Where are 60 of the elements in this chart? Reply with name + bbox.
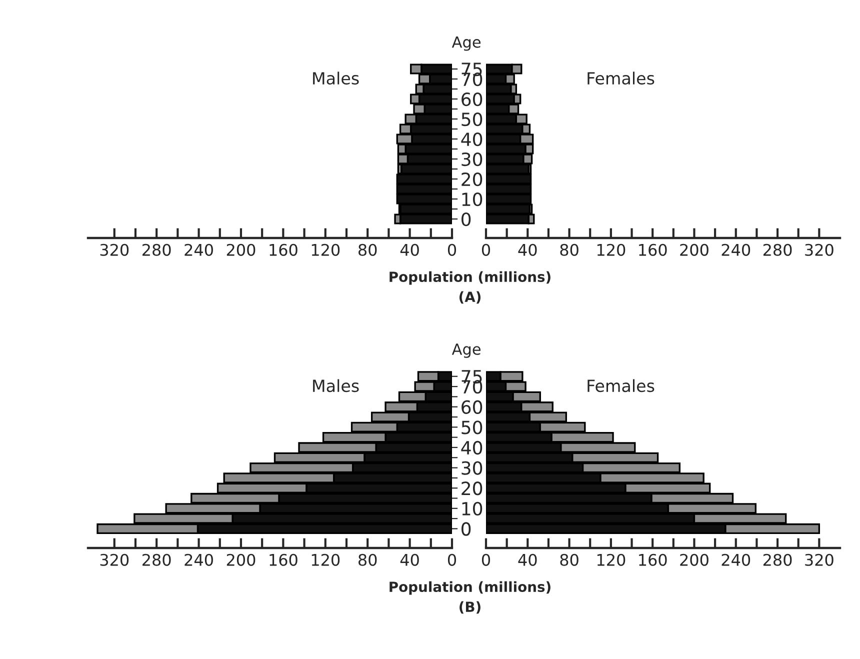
x-tick-label: 320 xyxy=(100,244,129,256)
y-tick-label: 40 xyxy=(461,132,482,146)
y-tick-label: 60 xyxy=(462,92,482,106)
chart-title: Females xyxy=(588,379,654,392)
x-tick-label: 160 xyxy=(270,554,298,566)
x-axis-title: Population (millions) xyxy=(390,581,550,595)
y-axis-title: Age xyxy=(452,344,481,358)
x-tick-label: 0 xyxy=(482,244,490,256)
text: (A) xyxy=(459,291,481,304)
x-tick-label: 200 xyxy=(226,244,256,256)
chart-title: Females xyxy=(588,72,654,85)
x-tick-label: 160 xyxy=(639,554,667,566)
x-tick-label: 320 xyxy=(805,554,834,566)
text: (B) xyxy=(460,601,480,614)
x-tick-label: 200 xyxy=(680,554,708,566)
x-tick-label: 240 xyxy=(184,554,213,566)
y-tick-label: 40 xyxy=(461,440,482,455)
x-tick-label: 320 xyxy=(805,244,834,256)
y-tick-label: 50 xyxy=(462,112,482,126)
x-tick-label: 160 xyxy=(270,244,298,256)
y-tick-label: 10 xyxy=(462,192,482,206)
x-tick-label: 200 xyxy=(226,554,256,566)
x-tick-label: 80 xyxy=(560,554,578,566)
y-tick-label: 60 xyxy=(462,400,482,414)
x-tick-label: 0 xyxy=(482,554,490,566)
x-tick-label: 240 xyxy=(722,554,750,566)
chart-title: Males xyxy=(313,379,359,392)
x-tick-label: 120 xyxy=(597,554,626,566)
y-tick-label: 10 xyxy=(462,502,482,516)
y-tick-label: 20 xyxy=(462,482,482,496)
x-tick-label: 80 xyxy=(358,244,377,256)
x-tick-label: 80 xyxy=(358,554,377,566)
x-tick-label: 120 xyxy=(312,554,340,566)
x-tick-label: 40 xyxy=(400,244,419,256)
x-tick-label: 240 xyxy=(184,244,213,256)
x-tick-label: 280 xyxy=(142,244,171,256)
y-axis-title: Age xyxy=(452,36,481,51)
x-tick-label: 120 xyxy=(597,244,626,256)
chart-title: Males xyxy=(313,72,359,85)
x-tick-label: 280 xyxy=(763,244,792,256)
x-tick-label: 200 xyxy=(680,244,708,256)
x-tick-label: 40 xyxy=(400,554,419,566)
x-tick-label: 280 xyxy=(763,554,792,566)
y-tick-label: 0 xyxy=(462,212,471,226)
y-tick-label: 20 xyxy=(462,172,482,186)
x-tick-label: 120 xyxy=(312,244,340,256)
x-tick-label: 0 xyxy=(448,554,456,566)
x-tick-label: 320 xyxy=(100,554,129,566)
x-tick-label: 40 xyxy=(518,244,537,256)
x-tick-label: 240 xyxy=(722,244,750,256)
x-tick-label: 280 xyxy=(142,554,171,566)
x-tick-label: 40 xyxy=(518,554,537,566)
x-tick-label: 80 xyxy=(560,244,578,256)
y-tick-label: 30 xyxy=(462,461,482,475)
y-tick-label: 0 xyxy=(462,522,471,536)
x-tick-label: 0 xyxy=(448,244,456,256)
x-tick-label: 160 xyxy=(639,244,667,256)
y-tick-label: 30 xyxy=(462,152,482,166)
x-axis-title: Population (millions) xyxy=(390,271,550,285)
y-tick-label: 50 xyxy=(462,420,482,434)
